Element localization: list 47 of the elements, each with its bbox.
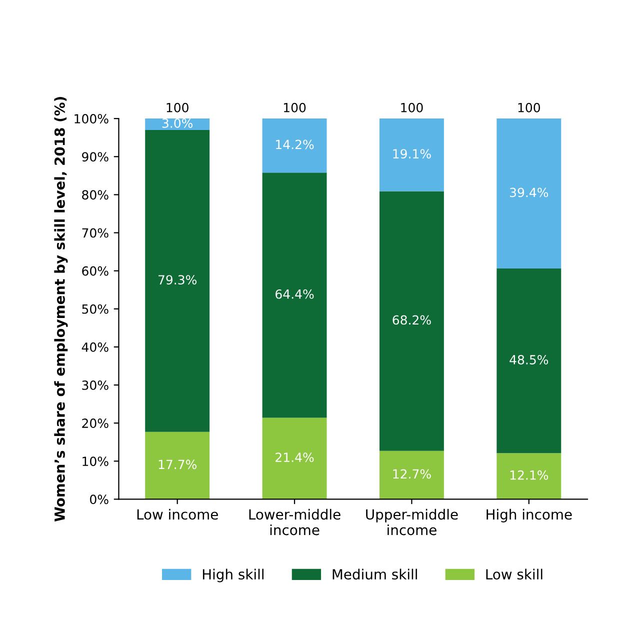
y-axis-title: Women’s share of employment by skill level, 2018 (%) xyxy=(54,97,68,522)
bar xyxy=(496,453,562,500)
total-label: 100 xyxy=(401,102,423,112)
y-tick-label: 90% xyxy=(82,152,108,162)
data-label: 21.4% xyxy=(276,452,314,462)
bar xyxy=(379,450,444,500)
bar xyxy=(145,130,210,432)
y-tick-label: 20% xyxy=(82,418,108,428)
y-tick-label: 0% xyxy=(90,494,108,504)
legend-label: Low skill xyxy=(486,568,542,580)
bar xyxy=(145,118,210,130)
data-label: 12.7% xyxy=(393,469,431,479)
legend-label: High skill xyxy=(202,568,264,582)
x-tick-label: Upper-middle income xyxy=(366,508,458,536)
data-label: 14.2% xyxy=(276,140,314,150)
y-tick-label: 70% xyxy=(82,228,108,238)
data-label: 19.1% xyxy=(393,149,431,159)
bar xyxy=(379,118,444,192)
x-tick-label: Low income xyxy=(137,508,218,520)
data-label: 12.1% xyxy=(510,470,548,480)
y-tick-label: 40% xyxy=(82,342,108,352)
bar xyxy=(496,118,562,269)
data-label: 79.3% xyxy=(158,275,197,285)
bar xyxy=(262,118,327,173)
bar xyxy=(262,172,327,418)
x-tick-label: Lower-middle income xyxy=(249,508,340,536)
x-tick-label: High income xyxy=(486,508,572,522)
y-tick-label: 80% xyxy=(82,190,108,200)
y-tick-label: 30% xyxy=(82,380,108,390)
bar xyxy=(145,432,210,500)
data-label: 68.2% xyxy=(392,315,431,325)
legend-label: Medium skill xyxy=(332,568,417,580)
y-tick-label: 100% xyxy=(74,114,108,124)
data-label: 3.0% xyxy=(162,118,193,128)
data-label: 48.5% xyxy=(510,355,548,364)
bar xyxy=(379,191,444,451)
bar xyxy=(262,418,327,500)
data-label: 64.4% xyxy=(276,289,314,299)
data-label: 39.4% xyxy=(510,188,548,198)
total-label: 100 xyxy=(284,102,306,112)
data-label: 17.7% xyxy=(158,460,197,470)
bar xyxy=(496,268,562,454)
total-label: 100 xyxy=(518,102,540,112)
total-label: 100 xyxy=(166,102,188,112)
y-tick-label: 10% xyxy=(82,456,108,466)
y-tick-label: 60% xyxy=(82,266,108,276)
y-tick-label: 50% xyxy=(82,304,108,314)
